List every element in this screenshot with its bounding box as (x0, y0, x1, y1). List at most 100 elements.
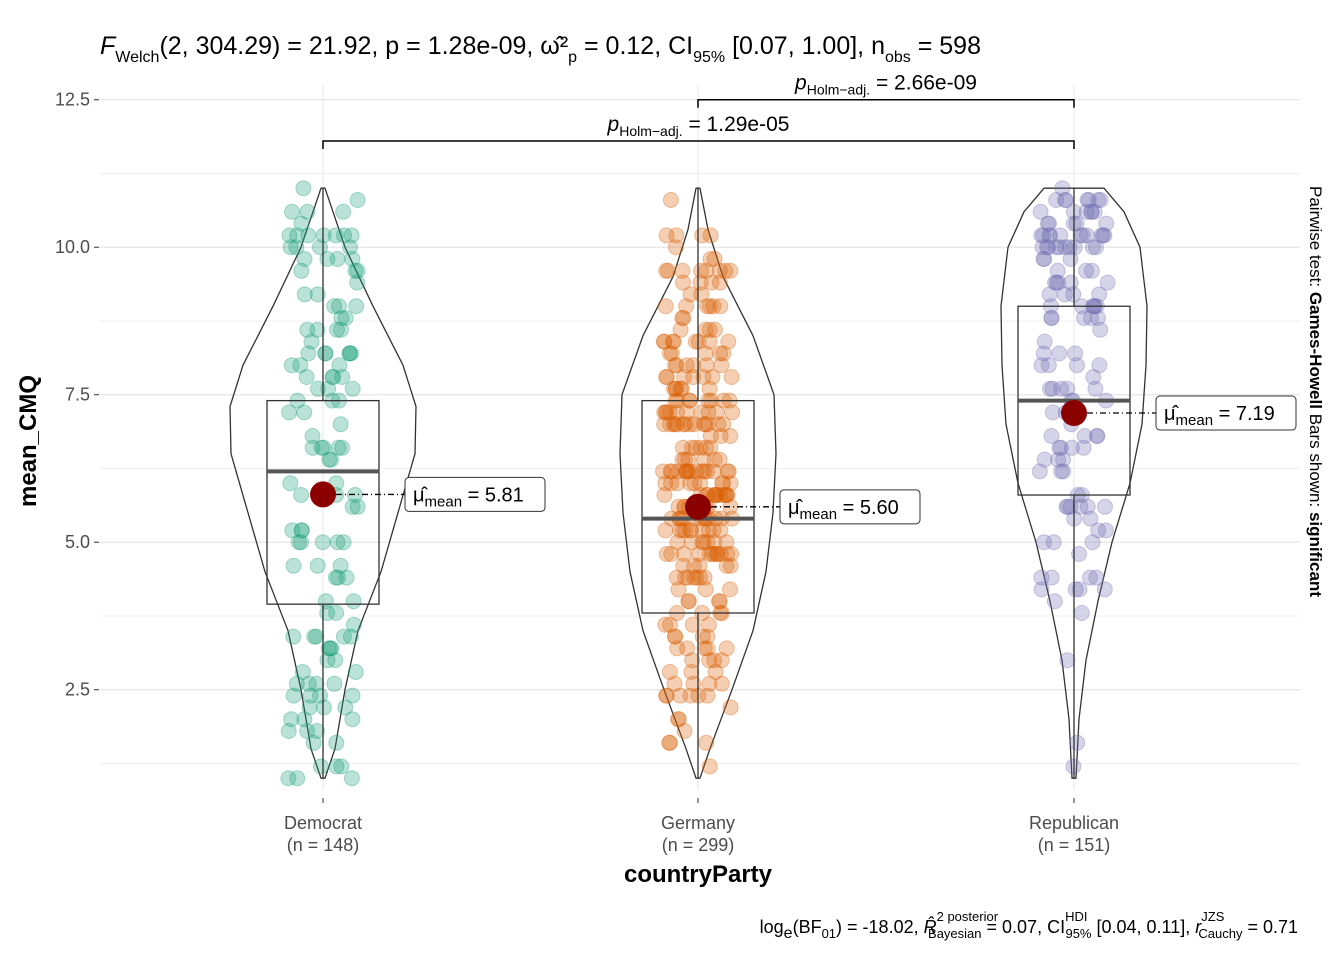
data-point (1036, 251, 1053, 267)
data-point (296, 251, 313, 267)
data-point (1045, 534, 1062, 551)
data-point (687, 439, 704, 456)
data-point (1083, 262, 1100, 279)
data-point (660, 262, 677, 279)
data-point (1059, 652, 1076, 669)
data-point (323, 640, 340, 657)
data-point (284, 203, 300, 220)
data-point (1084, 534, 1101, 551)
data-point (334, 439, 350, 456)
data-point (1033, 227, 1050, 244)
data-point (704, 546, 720, 562)
data-point (1090, 522, 1107, 539)
data-point (666, 416, 683, 433)
data-point (296, 711, 313, 728)
data-point (701, 546, 718, 562)
data-point (309, 321, 326, 338)
data-point (328, 758, 345, 775)
data-point (348, 298, 365, 315)
data-point (675, 310, 692, 326)
data-point (698, 262, 715, 279)
mean-label-box (404, 476, 546, 512)
mean-point (1061, 400, 1087, 427)
data-point (1054, 180, 1071, 197)
data-point (708, 404, 725, 421)
data-point (706, 451, 723, 468)
data-point (1069, 357, 1085, 374)
box (266, 399, 380, 605)
data-point (673, 380, 690, 397)
data-point (299, 203, 316, 220)
data-point (1066, 239, 1083, 256)
chart-title: FWelch(2, 304.29) = 21.92, p = 1.28e-09,… (100, 32, 981, 66)
data-point (720, 463, 737, 480)
data-point (658, 262, 675, 279)
data-point (309, 286, 326, 303)
data-point (700, 616, 717, 633)
data-point (329, 251, 346, 267)
data-point (656, 416, 673, 433)
data-point (685, 569, 702, 586)
data-point (676, 369, 693, 385)
data-point (282, 239, 299, 256)
data-point (691, 557, 708, 574)
y-tick-label: 10.0 (55, 237, 90, 257)
x-category-n: (n = 151) (1038, 835, 1111, 855)
violins (229, 187, 1148, 779)
data-point (674, 262, 691, 279)
data-point (1040, 239, 1057, 256)
data-point (1051, 439, 1068, 456)
data-point (667, 357, 683, 374)
data-point (1062, 274, 1079, 291)
data-point (290, 534, 307, 551)
data-point (715, 345, 732, 362)
data-point (303, 333, 320, 350)
data-point (1035, 227, 1052, 244)
data-point (698, 357, 715, 374)
data-point (669, 404, 686, 421)
data-point (343, 227, 360, 244)
data-point (700, 416, 716, 433)
data-point (1062, 498, 1079, 515)
data-point (663, 546, 680, 562)
data-point (699, 298, 716, 315)
data-point (693, 262, 710, 279)
data-point (1062, 251, 1079, 267)
data-point (1047, 274, 1063, 291)
data-point (308, 723, 325, 739)
data-point (702, 251, 719, 267)
data-point (1092, 321, 1109, 338)
data-point (1092, 192, 1109, 208)
data-point (678, 357, 695, 374)
data-point (680, 569, 697, 586)
data-point (667, 380, 684, 397)
data-point (701, 675, 718, 692)
data-point (722, 475, 739, 492)
data-point (301, 699, 318, 716)
data-point (701, 321, 718, 338)
data-point (1099, 274, 1116, 291)
data-point (1086, 203, 1103, 220)
data-point (1088, 569, 1105, 586)
data-point (1036, 534, 1052, 551)
data-point (332, 557, 349, 574)
data-point (1039, 215, 1056, 232)
data-point (657, 522, 674, 539)
data-point (1035, 345, 1052, 362)
data-point (1088, 428, 1105, 444)
data-point (1093, 227, 1110, 244)
data-point (285, 628, 302, 645)
data-point (668, 239, 684, 256)
data-point (662, 734, 678, 751)
data-point (330, 439, 347, 456)
data-point (285, 687, 302, 704)
data-point (1091, 357, 1108, 374)
data-point (679, 463, 696, 480)
data-point (680, 451, 697, 468)
data-point (288, 239, 305, 256)
data-point (719, 463, 736, 480)
data-point (723, 546, 740, 562)
data-point (672, 380, 689, 397)
data-point (668, 357, 685, 374)
data-point (678, 404, 695, 421)
